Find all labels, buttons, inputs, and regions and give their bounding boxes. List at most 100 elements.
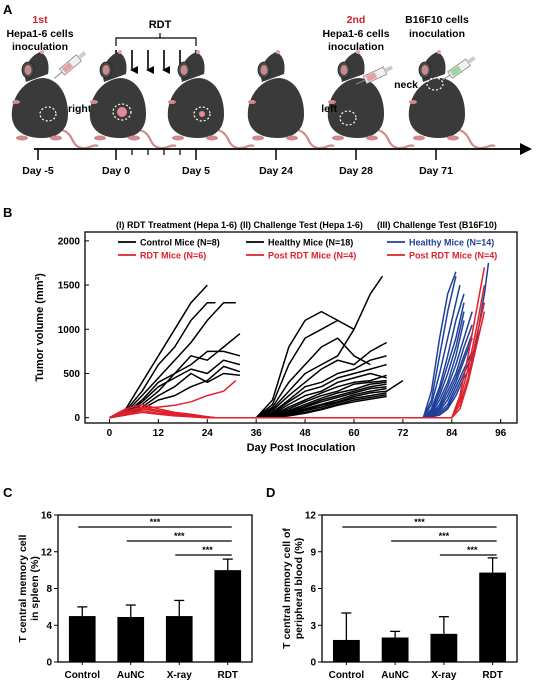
growth-curve-i-2: [109, 301, 236, 419]
legend-label: Post RDT Mice (N=4): [268, 251, 356, 261]
x-axis-title: Day Post Inoculation: [247, 442, 356, 454]
x-tick-label: Control: [329, 670, 365, 681]
y-tick-label: 0: [46, 658, 52, 669]
significance-label: ***: [467, 545, 478, 555]
mouse-illustration: [326, 48, 416, 150]
y-axis-title-line: in spleen (%): [29, 556, 41, 621]
growth-curve-ii-23: [256, 379, 387, 419]
blood-bar-chart: 0 3 6 9 12 Control AuNC X-ray RDT *** *** *** T cent…: [281, 511, 518, 681]
syringe-icon: [441, 56, 476, 82]
y-tick-label: 9: [310, 547, 316, 558]
y-axis-title-line: T central memory cell of: [281, 528, 293, 649]
step-order: 1st: [32, 14, 48, 26]
day-label: Day -5: [22, 165, 54, 177]
growth-curve-i-1: [109, 301, 216, 419]
growth-curve-ii-17: [255, 337, 371, 419]
growth-curve-ii-21: [256, 372, 387, 419]
y-tick-label: 1500: [58, 281, 81, 292]
bar-xray: [430, 633, 458, 662]
legend-label: Control Mice (N=8): [140, 238, 220, 248]
growth-curve-iii-35: [422, 293, 465, 419]
bar-control: [332, 639, 360, 662]
spleen-bar-chart: 0 4 8 12 16 Control AuNC X-ray RDT *** *** *** T cen…: [17, 511, 253, 681]
bar-rdt: [479, 572, 507, 662]
growth-curve-ii-18: [255, 341, 387, 419]
significance-label: ***: [150, 517, 161, 527]
x-tick-label: 12: [153, 428, 165, 439]
bar-aunc: [381, 637, 409, 662]
growth-curve-iii-36: [422, 302, 465, 419]
y-tick-label: 4: [46, 621, 52, 632]
bar-xray: [165, 616, 193, 662]
step-line-1: Hepa1-6 cells: [6, 28, 73, 40]
significance-label: ***: [174, 531, 185, 541]
growth-curve-ii-14: [255, 310, 339, 419]
step-line-1: B16F10 cells: [405, 14, 469, 26]
bar-rdt: [214, 570, 242, 662]
mouse-illustration: [407, 48, 497, 150]
x-tick-label: 0: [107, 428, 113, 439]
plot-frame: [84, 231, 518, 424]
step-1st-label: 1st Hepa1-6 cells inoculation: [6, 14, 73, 53]
x-tick-label: Control: [64, 670, 100, 681]
tumor-volume-chart: 0 500 1000 1500 2000 0 12 24 36 48 60 72 84 96 Day Pos…: [34, 231, 518, 454]
x-tick-label: RDT: [217, 670, 238, 681]
site-label-left: left: [321, 103, 337, 115]
legend-title: (II) Challenge Test (Hepa 1-6): [240, 220, 363, 230]
growth-curve-iii-33: [422, 276, 457, 419]
legend-title: (I) RDT Treatment (Hepa 1-6): [116, 220, 237, 230]
syringe-icon: [54, 51, 87, 79]
y-tick-label: 0: [74, 413, 80, 424]
y-tick-label: 3: [310, 621, 316, 632]
step-line-1: Hepa1-6 cells: [322, 28, 389, 40]
legend-label: Healthy Mice (N=14): [409, 238, 494, 248]
x-tick-label: 24: [202, 428, 214, 439]
step-order: 2nd: [347, 14, 366, 26]
x-tick-label: X-ray: [431, 670, 456, 681]
step-line-2: inoculation: [12, 41, 68, 53]
panel-d: D 0 3 6 9 12 Control AuNC X-ray RDT *** *** *** T ce…: [266, 485, 518, 681]
x-tick-label: RDT: [482, 670, 503, 681]
y-tick-label: 500: [63, 369, 80, 380]
growth-curve-i-12: [109, 411, 208, 419]
panel-d-letter: D: [266, 485, 275, 500]
x-tick-label: 60: [348, 428, 360, 439]
significance-label: ***: [414, 517, 425, 527]
x-tick-label: X-ray: [167, 670, 192, 681]
growth-curve-ii-20: [256, 363, 387, 419]
legend-title: (III) Challenge Test (B16F10): [377, 220, 497, 230]
step-line-2: inoculation: [409, 28, 465, 40]
mouse-illustration: [88, 48, 178, 150]
growth-curve-iii-34: [422, 284, 461, 419]
growth-curve-i-0: [109, 284, 208, 419]
y-tick-label: 8: [46, 584, 52, 595]
site-label-right: right: [68, 103, 92, 115]
growth-curve-iii-32: [422, 271, 457, 418]
mouse-illustration: [166, 48, 256, 150]
significance-label: ***: [202, 545, 213, 555]
x-tick-label: AuNC: [381, 670, 409, 681]
day-label: Day 0: [102, 165, 130, 177]
growth-curve-ii-16: [255, 275, 384, 419]
growth-curve-ii-15: [255, 319, 355, 419]
x-tick-label: 84: [446, 428, 458, 439]
legend-group-2: (II) Challenge Test (Hepa 1-6) Healthy M…: [240, 220, 363, 261]
y-tick-label: 0: [310, 658, 316, 669]
step-line-2: inoculation: [328, 41, 384, 53]
x-tick-label: 36: [251, 428, 263, 439]
bar-aunc: [117, 616, 145, 662]
y-tick-label: 2000: [58, 236, 81, 247]
y-tick-label: 1000: [58, 325, 81, 336]
day-label: Day 5: [182, 165, 210, 177]
day-label: Day 28: [339, 165, 373, 177]
y-tick-label: 6: [310, 584, 316, 595]
mouse-illustration: [10, 48, 100, 150]
timeline-axis: [34, 143, 532, 160]
y-tick-label: 16: [41, 511, 53, 522]
y-axis-title-line: peripheral blood (%): [293, 538, 305, 640]
growth-curve-i-11: [109, 409, 232, 419]
y-axis-title: Tumor volume (mm³): [34, 273, 46, 382]
legend-label: RDT Mice (N=6): [140, 251, 206, 261]
y-axis-title-line: T central memory cell: [17, 534, 29, 642]
